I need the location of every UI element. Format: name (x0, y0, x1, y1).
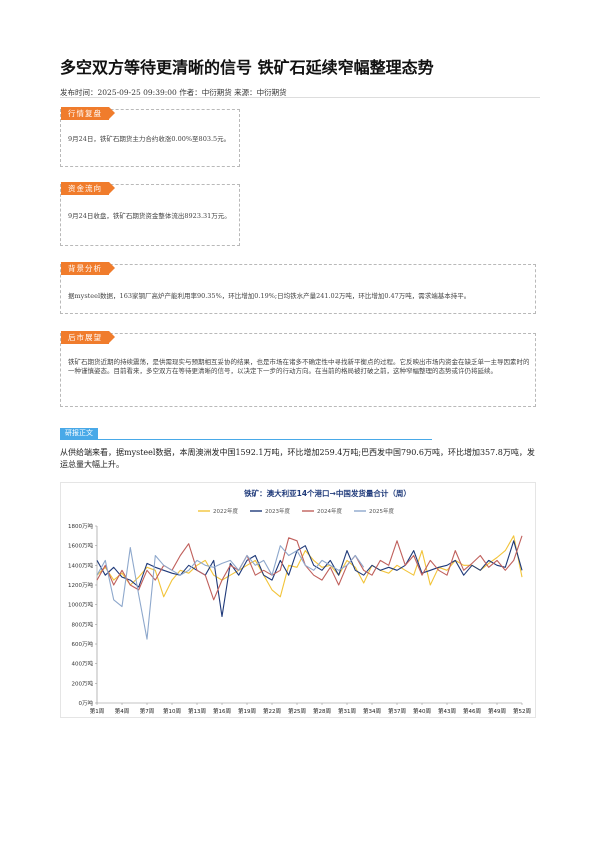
section-tag: 资金流向 (61, 182, 115, 195)
section-tag: 后市展望 (61, 331, 115, 344)
body-paragraph: 从供给端来看，据mysteel数据，本周澳洲发中国1592.1万吨，环比增加25… (60, 448, 535, 469)
section-market-review: 行情复盘 9月24日，铁矿石期货主力合约收涨0.00%至803.5元。 (60, 107, 240, 167)
section-background: 背景分析 据mysteel数据，163家钢厂高炉产能利用率90.35%，环比增加… (60, 262, 536, 314)
section-text: 铁矿石期货近期的持续震荡，是供需现实与预期相互妥协的结果，也是市场在诸多不确定性… (68, 358, 530, 375)
article-title: 多空双方等待更清晰的信号 铁矿石延续窄幅整理态势 (60, 58, 434, 77)
research-body-tag: 研报正文 (60, 428, 98, 439)
meta-divider (60, 97, 540, 98)
section-outlook: 后市展望 铁矿石期货近期的持续震荡，是供需现实与预期相互妥协的结果，也是市场在诸… (60, 331, 536, 407)
section-text: 据mysteel数据，163家钢厂高炉产能利用率90.35%，环比增加0.19%… (68, 292, 471, 300)
section-text: 9月24日收盘，铁矿石期货资金整体流出8923.31万元。 (68, 212, 231, 220)
article-meta: 发布时间：2025-09-25 09:39:00 作者：中衍期货 来源：中衍期货 (60, 88, 287, 97)
section-tag: 背景分析 (61, 262, 115, 275)
section-text: 9月24日，铁矿石期货主力合约收涨0.00%至803.5元。 (68, 135, 231, 143)
chart-frame (60, 482, 536, 718)
section-tag: 行情复盘 (61, 107, 115, 120)
research-body-divider (60, 439, 432, 440)
chart-title: 铁矿：澳大利亚14个港口→中国发货量合计（周） (244, 489, 411, 498)
section-fund-flow: 资金流向 9月24日收盘，铁矿石期货资金整体流出8923.31万元。 (60, 182, 240, 246)
